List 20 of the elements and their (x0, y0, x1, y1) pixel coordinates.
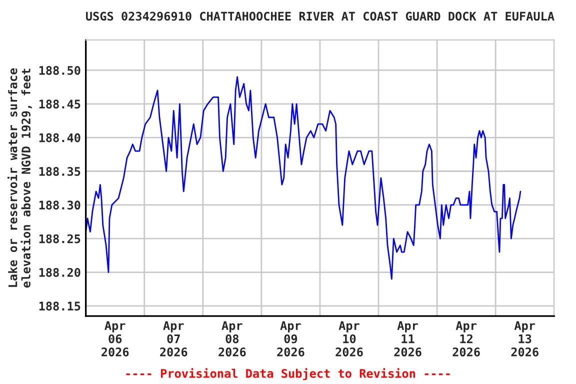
text: ---- Provisional Data Subject to Revision ---- (126, 368, 450, 380)
x-tick-label: Apr 10 2026 (336, 321, 363, 356)
y-tick-label: 188.35 (39, 166, 80, 176)
x-tick-label: Apr 07 2026 (160, 321, 188, 356)
x-tick-label: Apr 11 2026 (394, 321, 422, 356)
chart-title: USGS 0234296910 CHATTAHOOCHEE RIVER AT COAST GUARD DOCK AT EUFAULA (86, 12, 554, 21)
y-tick-label: 188.40 (39, 133, 80, 142)
y-tick-label: 188.50 (39, 66, 80, 75)
x-tick-label: Apr 09 2026 (277, 321, 304, 356)
y-tick-label: 188.30 (39, 200, 80, 210)
y-tick-label: 188.25 (39, 234, 80, 244)
y-tick-label: 188.20 (39, 268, 80, 277)
x-tick-label: Apr 12 2026 (452, 321, 480, 356)
y-axis-title: Lake or reservoir water surface elevation above NGVD 1929, feet (7, 68, 32, 288)
y-tick-label: 188.15 (39, 302, 80, 311)
line-series (86, 76, 522, 280)
x-tick-label: Apr 13 2026 (511, 321, 538, 356)
x-tick-label: Apr 08 2026 (218, 321, 246, 356)
x-tick-label: Apr 06 2026 (102, 321, 129, 356)
y-tick-label: 188.45 (39, 100, 80, 109)
